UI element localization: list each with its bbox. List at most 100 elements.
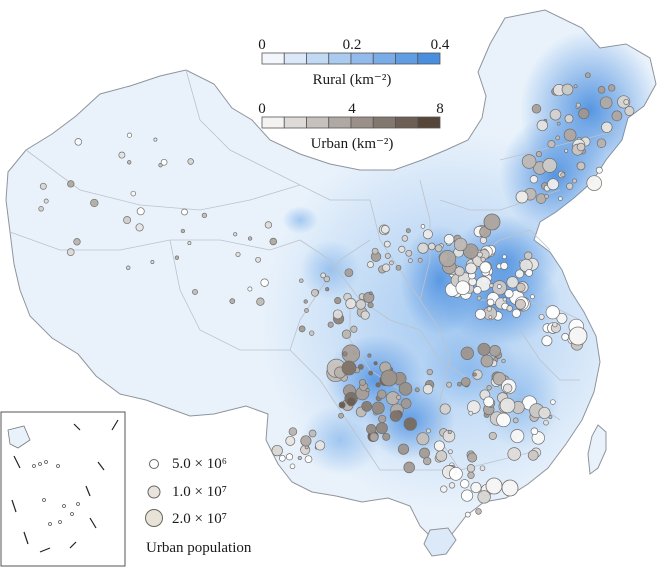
city-circle (403, 461, 415, 474)
city-circle (555, 135, 561, 141)
city-circle (389, 260, 394, 266)
urban-colorbar (261, 116, 441, 129)
city-circle (501, 358, 506, 364)
city-circle (153, 137, 158, 142)
city-circle (477, 342, 491, 356)
city-circle (510, 429, 525, 444)
city-circle-large (576, 161, 586, 171)
city-circle (564, 114, 574, 124)
city-circle (549, 108, 562, 121)
size-legend-label-large: 2.0 × 10⁷ (172, 511, 227, 527)
city-circle (448, 449, 453, 455)
rural-scale-title: Rural (km⁻²) (313, 72, 392, 88)
city-circle (323, 275, 331, 283)
city-circle (405, 228, 411, 234)
city-circle (531, 104, 542, 114)
city-circle (457, 381, 462, 387)
city-circle (416, 432, 430, 446)
city-circle (527, 449, 539, 461)
city-circle (558, 196, 563, 201)
city-circle (247, 236, 253, 241)
city-circle (543, 419, 549, 426)
city-circle (334, 297, 342, 305)
city-circle (278, 454, 286, 462)
city-circle (73, 238, 81, 246)
city-circle (515, 269, 525, 279)
city-circle (308, 429, 317, 438)
city-circle (503, 383, 513, 393)
city-circle (439, 250, 457, 268)
city-circle (417, 242, 429, 254)
city-circle (260, 278, 269, 287)
city-circle (489, 283, 494, 288)
size-legend-circle-large (145, 509, 163, 527)
city-circle (342, 351, 348, 357)
urban-tick-1: 4 (348, 101, 356, 117)
city-circle (488, 431, 497, 440)
city-circle (357, 363, 364, 370)
city-circle (552, 321, 558, 328)
city-circle-large (501, 479, 519, 497)
city-circle (460, 346, 474, 360)
city-circle (447, 429, 452, 435)
city-circle (535, 193, 547, 204)
city-circle (496, 284, 502, 289)
city-circle (475, 508, 482, 515)
city-circle (377, 389, 387, 399)
city-circle (380, 225, 390, 234)
city-circle-large (483, 213, 501, 231)
size-legend-label-medium: 1.0 × 10⁷ (172, 484, 227, 500)
city-circle (285, 435, 296, 446)
city-circle (496, 412, 511, 428)
city-circle (285, 453, 294, 461)
city-circle (479, 236, 487, 244)
urban-colorbar-swatch-2 (306, 116, 330, 129)
city-circle (368, 370, 374, 376)
city-circle (608, 84, 616, 92)
city-circle (611, 110, 623, 122)
city-circle (572, 178, 577, 184)
urban-colorbar-swatch-6 (395, 116, 419, 129)
city-circle (564, 148, 569, 153)
city-circle (525, 269, 533, 277)
city-circle (401, 235, 409, 242)
city-circle (472, 372, 477, 377)
city-circle (507, 447, 521, 461)
city-circle (341, 329, 352, 339)
city-circle (573, 84, 578, 89)
city-circle (371, 401, 385, 415)
city-circle (488, 315, 493, 320)
rural-colorbar-swatch-3 (328, 52, 352, 65)
city-circle (467, 400, 481, 414)
city-circle (375, 382, 381, 388)
city-circle (327, 321, 334, 328)
city-circle (373, 361, 378, 366)
city-circle (426, 368, 433, 376)
size-legend-circle-small (149, 459, 159, 469)
city-circle (38, 206, 44, 212)
city-circle (311, 288, 319, 297)
south-china-sea-inset (0, 411, 126, 567)
city-circle (338, 401, 346, 409)
city-circle (623, 99, 630, 105)
city-circle (500, 261, 509, 270)
city-circle (325, 287, 330, 292)
urban-colorbar-swatch-5 (372, 116, 396, 129)
city-circle (180, 228, 186, 234)
city-circle (229, 298, 236, 304)
city-circle (345, 298, 357, 309)
city-circle (398, 245, 406, 253)
city-circle (545, 305, 560, 320)
city-circle (135, 223, 144, 232)
city-circle (556, 312, 568, 324)
city-circle (561, 333, 570, 341)
city-circle (463, 243, 479, 259)
city-circle (434, 244, 443, 253)
city-circle (90, 198, 99, 208)
city-circle (455, 280, 471, 295)
city-circle (512, 417, 519, 424)
rural-tick-1: 0.2 (343, 37, 362, 53)
rural-colorbar-swatch-4 (350, 52, 374, 65)
city-circle (502, 254, 507, 260)
city-circle (480, 256, 486, 263)
